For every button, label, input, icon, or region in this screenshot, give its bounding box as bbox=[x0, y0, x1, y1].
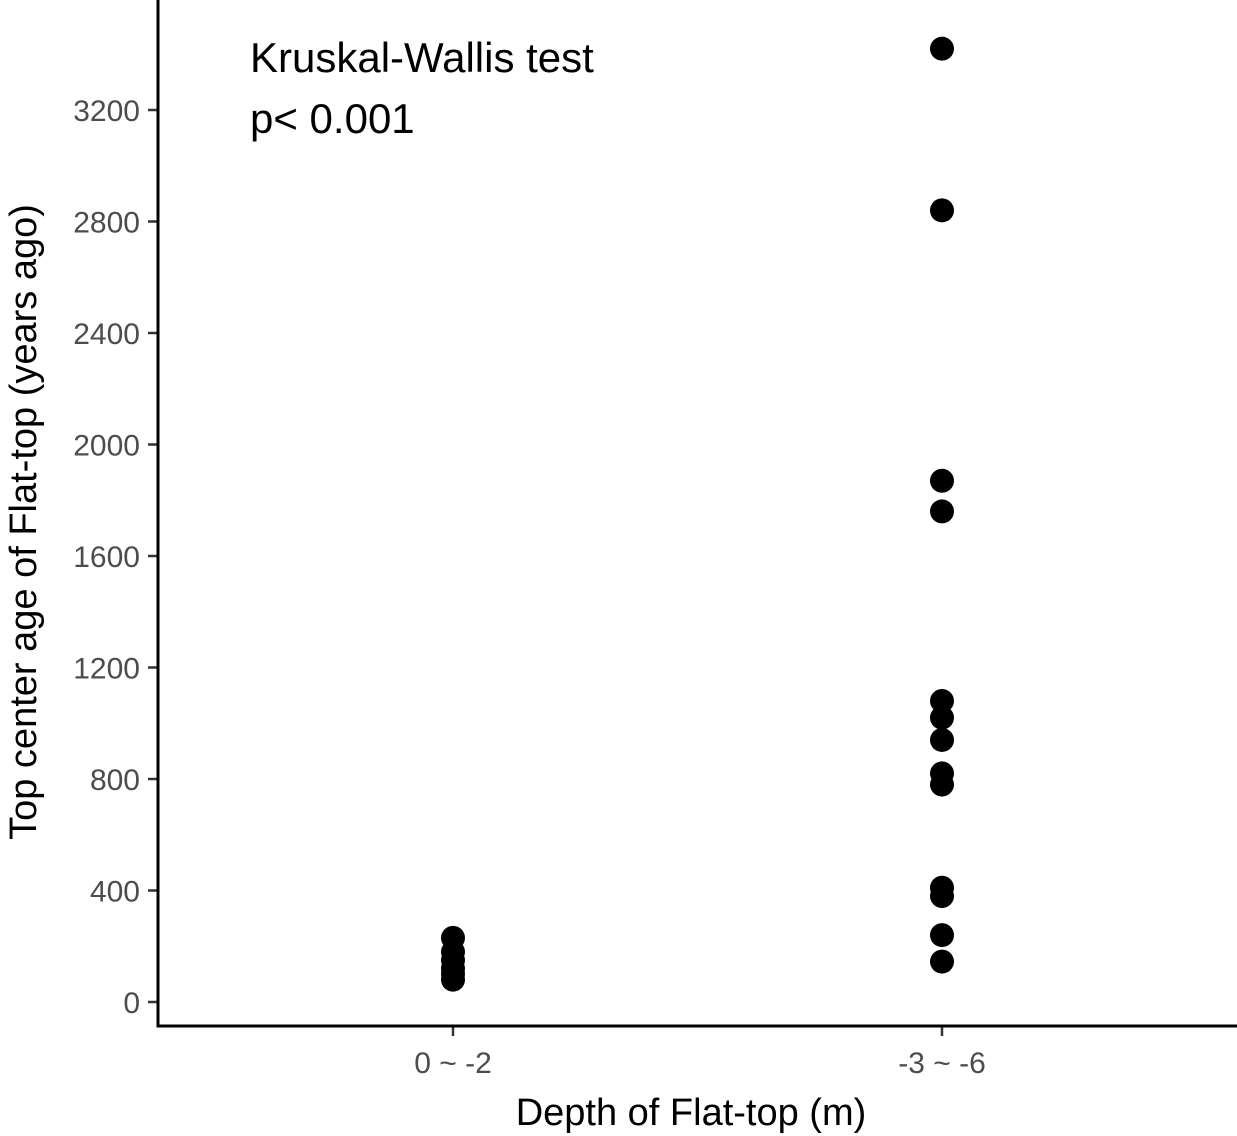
x-axis-title: Depth of Flat-top (m) bbox=[516, 1092, 867, 1134]
y-axis-title: Top center age of Flat-top (years ago) bbox=[3, 204, 45, 840]
data-point bbox=[930, 198, 954, 223]
data-point bbox=[930, 705, 954, 730]
y-tick-label: 2400 bbox=[73, 318, 140, 351]
data-point bbox=[930, 923, 954, 948]
data-point bbox=[930, 36, 954, 61]
y-tick-label: 400 bbox=[90, 876, 140, 909]
annotation-p-value: p< 0.001 bbox=[250, 95, 415, 142]
data-points bbox=[441, 36, 954, 992]
data-point bbox=[930, 727, 954, 752]
data-point bbox=[930, 772, 954, 797]
data-point bbox=[930, 884, 954, 909]
y-tick-label: 3200 bbox=[73, 95, 140, 128]
y-tick-label: 0 bbox=[123, 987, 140, 1020]
y-axis-ticks: 0 400 800 1200 1600 2000 2400 2800 3200 bbox=[73, 95, 158, 1020]
y-tick-label: 800 bbox=[90, 764, 140, 797]
data-point bbox=[930, 949, 954, 974]
data-point bbox=[930, 468, 954, 493]
y-tick-label: 2800 bbox=[73, 207, 140, 240]
x-axis-ticks: 0 ~ -2 -3 ~ -6 bbox=[414, 1026, 986, 1080]
y-tick-label: 2000 bbox=[73, 430, 140, 463]
data-point bbox=[441, 967, 465, 992]
y-tick-label: 1200 bbox=[73, 653, 140, 686]
y-tick-label: 1600 bbox=[73, 541, 140, 574]
data-point bbox=[930, 499, 954, 524]
annotation-test-name: Kruskal-Wallis test bbox=[250, 34, 594, 81]
x-tick-label: 0 ~ -2 bbox=[414, 1047, 492, 1080]
data-point bbox=[930, 688, 954, 713]
x-tick-label: -3 ~ -6 bbox=[898, 1047, 986, 1080]
